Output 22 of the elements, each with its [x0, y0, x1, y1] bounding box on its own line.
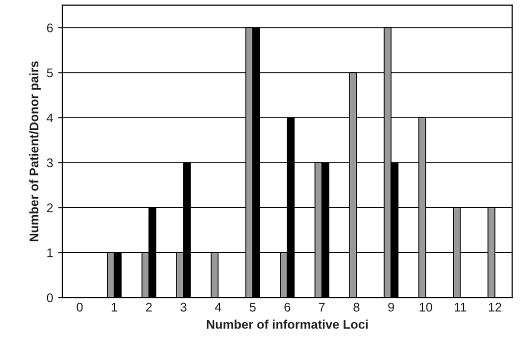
x-axis-title: Number of informative Loci [206, 320, 368, 329]
x-tick-label: 8 [354, 302, 360, 312]
y-tick-label: 6 [47, 23, 53, 32]
y-tick-label: 1 [47, 248, 53, 258]
y-axis-title: Number of Patient/Donor pairs [29, 61, 41, 242]
x-tick-label: 5 [250, 302, 256, 312]
x-tick-label: 9 [388, 302, 394, 312]
y-tick-label: 4 [46, 114, 54, 122]
x-tick-label: 0 [76, 302, 83, 312]
x-tick-label: 6 [284, 302, 290, 312]
y-tick-label: 2 [47, 203, 53, 212]
y-tick-label: 5 [46, 68, 53, 78]
x-tick-label: 10 [420, 302, 432, 312]
x-tick-label: 7 [319, 302, 325, 312]
x-tick-label: 11 [454, 302, 466, 312]
x-tick-label: 3 [180, 302, 186, 312]
x-tick-label: 12 [488, 302, 502, 312]
x-tick-label: 4 [214, 302, 222, 312]
y-tick-label: 0 [46, 293, 53, 302]
x-tick-label: 2 [146, 302, 152, 312]
x-tick-label: 1 [112, 302, 118, 312]
y-tick-label: 3 [46, 158, 53, 168]
